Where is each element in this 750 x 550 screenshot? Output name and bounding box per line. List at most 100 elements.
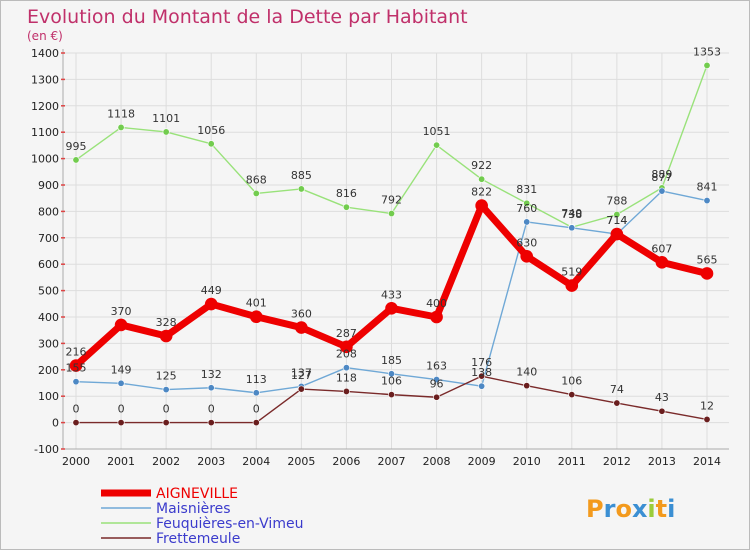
point-maisnieres-2010 <box>523 218 531 226</box>
point-frettemeule-2001 <box>117 419 125 427</box>
x-tick-2000: 2000 <box>62 455 90 468</box>
label-aigneville-2003: 449 <box>201 284 222 297</box>
label-feuquieres-en-vimeu-2001: 1118 <box>107 107 135 120</box>
point-frettemeule-2009 <box>478 372 486 380</box>
x-tick-2011: 2011 <box>558 455 586 468</box>
label-feuquieres-en-vimeu-2014: 1353 <box>693 45 721 58</box>
label-frettemeule-2003: 0 <box>208 403 215 416</box>
point-aigneville-2001 <box>114 318 128 332</box>
y-tick--100: -100 <box>34 443 59 456</box>
label-maisnieres-2007: 185 <box>381 354 402 367</box>
point-maisnieres-2003 <box>207 384 215 392</box>
label-aigneville-2011: 519 <box>561 266 582 279</box>
y-tick-600: 600 <box>38 258 59 271</box>
point-feuquieres-en-vimeu-2005 <box>297 185 305 193</box>
point-maisnieres-2004 <box>252 389 260 397</box>
y-tick-1200: 1200 <box>31 100 59 113</box>
point-feuquieres-en-vimeu-2009 <box>478 175 486 183</box>
point-feuquieres-en-vimeu-2001 <box>117 123 125 131</box>
label-frettemeule-2004: 0 <box>253 403 260 416</box>
point-maisnieres-2008 <box>433 376 441 384</box>
point-maisnieres-2009 <box>478 382 486 390</box>
x-tick-2009: 2009 <box>468 455 496 468</box>
label-maisnieres-2002: 125 <box>156 370 177 383</box>
y-tick-100: 100 <box>38 390 59 403</box>
label-maisnieres-2003: 132 <box>201 368 222 381</box>
point-aigneville-2009 <box>475 199 488 212</box>
x-tick-2012: 2012 <box>603 455 631 468</box>
point-aigneville-2010 <box>520 249 534 263</box>
point-aigneville-2004 <box>249 310 263 324</box>
point-aigneville-2002 <box>159 329 173 343</box>
label-feuquieres-en-vimeu-2008: 1051 <box>423 125 451 138</box>
y-tick-700: 700 <box>38 232 59 245</box>
label-feuquieres-en-vimeu-2013: 889 <box>651 168 672 181</box>
legend-label-maisnieres: Maisnières <box>156 501 231 517</box>
point-feuquieres-en-vimeu-2003 <box>207 140 215 148</box>
label-aigneville-2008: 400 <box>426 297 447 310</box>
label-frettemeule-2012: 74 <box>610 383 624 396</box>
point-aigneville-2005 <box>295 321 308 334</box>
point-feuquieres-en-vimeu-2002 <box>162 128 170 136</box>
point-aigneville-2008 <box>430 310 443 324</box>
label-maisnieres-2010: 760 <box>516 202 537 215</box>
point-frettemeule-2014 <box>703 415 711 423</box>
legend-label-feuquieres-en-vimeu: Feuquières-en-Vimeu <box>156 516 303 532</box>
point-feuquieres-en-vimeu-2008 <box>433 141 441 149</box>
y-tick-900: 900 <box>38 179 59 192</box>
y-tick-1100: 1100 <box>31 126 59 139</box>
chart-title: Evolution du Montant de la Dette par Hab… <box>27 6 468 28</box>
label-maisnieres-2000: 155 <box>66 362 87 375</box>
proxiti-logo: Proxiti <box>586 495 675 523</box>
point-aigneville-2003 <box>204 297 218 311</box>
point-maisnieres-2011 <box>568 224 576 232</box>
label-maisnieres-2008: 163 <box>426 360 447 373</box>
y-tick-1000: 1000 <box>31 153 59 166</box>
point-frettemeule-2000 <box>72 419 80 427</box>
y-tick-300: 300 <box>38 337 59 350</box>
label-maisnieres-2009: 138 <box>471 366 492 379</box>
point-feuquieres-en-vimeu-2014 <box>703 61 711 69</box>
label-aigneville-2007: 433 <box>381 288 402 301</box>
label-aigneville-2013: 607 <box>651 242 672 255</box>
grid-lines <box>63 52 729 450</box>
x-tick-2008: 2008 <box>423 455 451 468</box>
x-tick-2014: 2014 <box>693 455 721 468</box>
label-feuquieres-en-vimeu-2007: 792 <box>381 194 402 207</box>
point-frettemeule-2008 <box>433 393 441 401</box>
point-frettemeule-2005 <box>297 385 305 393</box>
label-frettemeule-2000: 0 <box>73 403 80 416</box>
point-aigneville-2000 <box>69 359 83 372</box>
label-frettemeule-2001: 0 <box>118 403 125 416</box>
x-tick-2013: 2013 <box>648 455 676 468</box>
label-feuquieres-en-vimeu-2003: 1056 <box>197 124 225 137</box>
point-feuquieres-en-vimeu-2012 <box>613 211 621 219</box>
label-frettemeule-2013: 43 <box>655 391 669 404</box>
label-aigneville-2004: 401 <box>246 297 267 310</box>
logo-letter-3: x <box>632 495 648 523</box>
label-feuquieres-en-vimeu-2009: 922 <box>471 159 492 172</box>
legend-label-aigneville: AIGNEVILLE <box>156 486 238 502</box>
point-maisnieres-2013 <box>658 187 666 195</box>
label-feuquieres-en-vimeu-2010: 831 <box>516 183 537 196</box>
y-tick-1300: 1300 <box>31 73 59 86</box>
point-frettemeule-2004 <box>252 419 260 427</box>
label-aigneville-2005: 360 <box>291 308 312 321</box>
label-frettemeule-2007: 106 <box>381 375 402 388</box>
point-aigneville-2011 <box>565 279 579 292</box>
point-frettemeule-2012 <box>613 399 621 407</box>
y-tick-labels: -100 0 100 200 300 400 500 600 700 800 900 1000 1100… <box>31 47 59 456</box>
x-tick-2003: 2003 <box>197 455 225 468</box>
label-frettemeule-2010: 140 <box>516 366 537 379</box>
logo-letter-4: i <box>647 495 655 523</box>
chart-subtitle: (en €) <box>27 29 63 43</box>
label-feuquieres-en-vimeu-2012: 788 <box>606 195 627 208</box>
point-maisnieres-2006 <box>342 364 350 372</box>
label-maisnieres-2006: 208 <box>336 348 357 361</box>
point-aigneville-2014 <box>700 267 714 280</box>
point-feuquieres-en-vimeu-2004 <box>252 189 260 197</box>
label-feuquieres-en-vimeu-2002: 1101 <box>152 112 180 125</box>
point-frettemeule-2002 <box>162 419 170 427</box>
x-tick-2007: 2007 <box>378 455 406 468</box>
